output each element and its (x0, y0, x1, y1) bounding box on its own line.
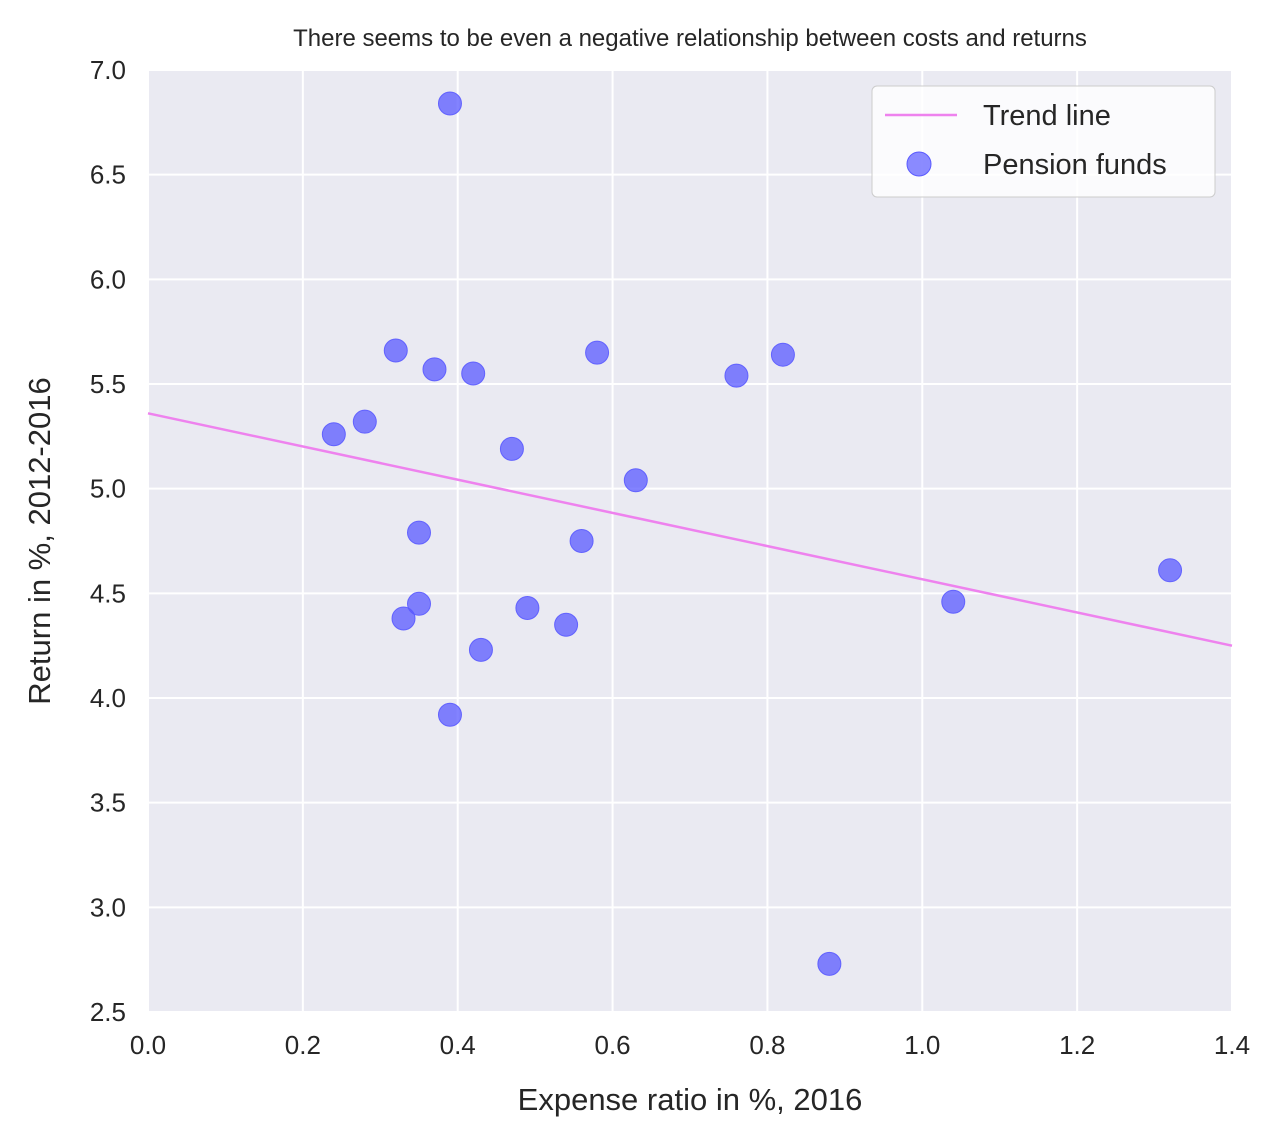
legend-box (871, 85, 1216, 198)
pension-fund-point (585, 340, 610, 365)
pension-fund-point (515, 595, 540, 620)
pension-fund-point (321, 422, 346, 447)
y-tick-label: 6.5 (90, 160, 126, 190)
x-tick-label: 0.6 (594, 1030, 630, 1060)
grid-lines (147, 69, 1233, 1013)
chart-title: There seems to be even a negative relati… (293, 25, 1087, 52)
y-tick-label: 5.0 (90, 474, 126, 504)
x-tick-label: 0.2 (285, 1030, 321, 1060)
y-axis-label: Return in %, 2012-2016 (22, 377, 57, 704)
y-tick-label: 6.0 (90, 264, 126, 294)
x-axis-ticks: 0.0 0.2 0.4 0.6 0.8 1.0 1.2 1.4 (130, 1030, 1250, 1060)
pension-fund-point (461, 361, 486, 386)
legend-pension-funds-swatch (906, 151, 932, 177)
pension-fund-point (468, 637, 493, 662)
pension-fund-point (383, 338, 408, 363)
pension-fund-point (623, 468, 648, 493)
y-tick-label: 4.0 (90, 683, 126, 713)
pension-fund-point (437, 91, 462, 116)
pension-fund-point (569, 529, 594, 553)
trend-line (147, 412, 1233, 647)
pension-fund-point (391, 606, 416, 631)
y-axis-ticks: 2.5 3.0 3.5 4.0 4.5 5.0 5.5 6.0 6.5 7.0 (90, 55, 126, 1027)
y-tick-label: 3.5 (90, 788, 126, 818)
pension-fund-point (437, 702, 462, 727)
scatter-points (321, 91, 1183, 976)
pension-fund-point (554, 612, 579, 637)
legend-trend-line-label: Trend line (983, 100, 1111, 132)
pension-fund-point (1158, 558, 1183, 583)
pension-fund-point (499, 436, 524, 461)
x-tick-label: 0.8 (749, 1030, 785, 1060)
trend-line-layer (147, 412, 1233, 647)
plot-area (148, 70, 1232, 1012)
y-tick-label: 5.5 (90, 369, 126, 399)
pension-fund-point (422, 357, 447, 382)
pension-fund-point (941, 589, 966, 614)
x-tick-label: 1.2 (1059, 1030, 1095, 1060)
x-tick-label: 1.4 (1214, 1030, 1250, 1060)
pension-fund-point (407, 520, 431, 545)
y-tick-label: 4.5 (90, 578, 126, 608)
y-tick-label: 2.5 (90, 997, 126, 1027)
pension-fund-point (770, 342, 795, 367)
x-axis-label: Expense ratio in %, 2016 (518, 1082, 863, 1117)
pension-fund-point (407, 591, 431, 616)
x-tick-label: 1.0 (904, 1030, 940, 1060)
x-tick-label: 0.4 (440, 1030, 476, 1060)
y-tick-label: 3.0 (90, 892, 126, 922)
y-tick-label: 7.0 (90, 55, 126, 85)
legend: Trend line Pension funds (871, 85, 1216, 198)
x-tick-label: 0.0 (130, 1030, 166, 1060)
legend-pension-funds-label: Pension funds (983, 149, 1167, 181)
pension-fund-point (724, 363, 749, 388)
pension-fund-point (352, 409, 377, 434)
pension-fund-point (817, 951, 842, 976)
